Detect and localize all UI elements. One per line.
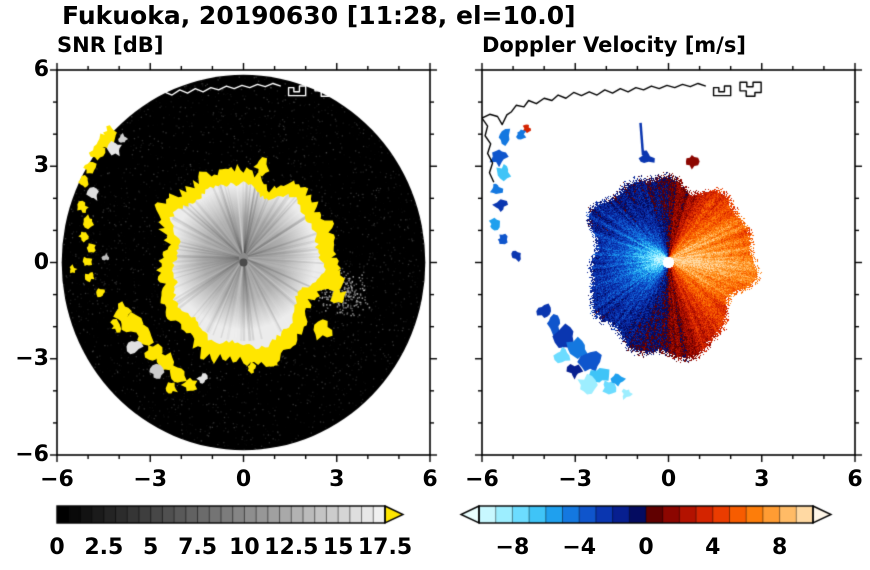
x-tick-label-velocity: −3 — [558, 467, 593, 492]
y-tick-label: −3 — [15, 345, 49, 371]
snr-colorbar-tick-label: 10 — [229, 535, 260, 560]
x-tick-label-snr: 3 — [329, 467, 345, 492]
velocity-panel-title: Doppler Velocity [m/s] — [482, 33, 746, 57]
snr-colorbar-tick-label: 5 — [143, 535, 159, 560]
snr-colorbar-tick-label: 0 — [49, 535, 65, 560]
velocity-colorbar-tick-label: 4 — [705, 535, 721, 560]
x-tick-label-snr: 6 — [422, 467, 438, 492]
x-tick-label-velocity: −6 — [465, 467, 499, 492]
x-tick-label-velocity: 3 — [754, 467, 770, 492]
y-tick-label: 0 — [33, 249, 49, 275]
velocity-colorbar-tick-label: 0 — [638, 535, 654, 560]
x-tick-label-snr: −3 — [133, 467, 168, 492]
velocity-colorbar-tick-label: −4 — [562, 535, 597, 560]
snr-colorbar-tick-label: 15 — [322, 535, 354, 560]
snr-colorbar-tick-label: 7.5 — [178, 535, 218, 560]
x-tick-label-snr: 0 — [235, 467, 252, 492]
velocity-colorbar-tick-label: −8 — [495, 535, 530, 560]
snr-colorbar-tick-label: 17.5 — [357, 535, 413, 560]
x-tick-label-velocity: 6 — [847, 467, 863, 492]
y-tick-label: 3 — [33, 153, 49, 179]
x-tick-label-velocity: 0 — [660, 467, 677, 492]
velocity-colorbar-tick-label: 8 — [771, 535, 788, 560]
y-tick-label: −6 — [15, 442, 49, 467]
snr-colorbar-tick-label: 2.5 — [84, 535, 124, 560]
y-tick-label: 6 — [33, 57, 49, 82]
snr-panel-title: SNR [dB] — [57, 33, 164, 57]
figure-title: Fukuoka, 20190630 [11:28, el=10.0] — [62, 1, 576, 30]
x-tick-label-snr: −6 — [40, 467, 74, 492]
snr-colorbar-tick-label: 12.5 — [264, 535, 319, 560]
